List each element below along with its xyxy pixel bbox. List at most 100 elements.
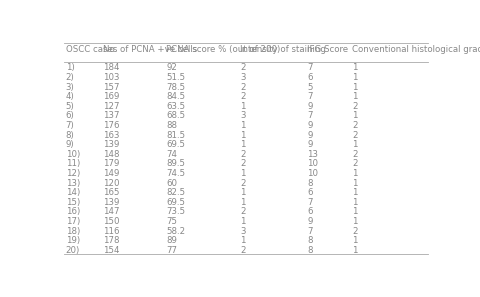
Text: 7: 7: [307, 63, 313, 72]
Text: 2: 2: [352, 131, 358, 140]
Text: 13): 13): [66, 178, 80, 188]
Text: 184: 184: [103, 63, 119, 72]
Text: 73.5: 73.5: [166, 207, 185, 217]
Text: 9: 9: [307, 140, 313, 149]
Text: 2): 2): [66, 73, 74, 82]
Text: 68.5: 68.5: [166, 111, 185, 120]
Text: 1: 1: [352, 92, 358, 101]
Text: 5: 5: [307, 83, 313, 91]
Text: 6): 6): [66, 111, 74, 120]
Text: 9: 9: [307, 131, 313, 140]
Text: 2: 2: [240, 83, 246, 91]
Text: 1: 1: [240, 188, 246, 197]
Text: OSCC cases: OSCC cases: [66, 45, 117, 54]
Text: 137: 137: [103, 111, 119, 120]
Text: 74.5: 74.5: [166, 169, 185, 178]
Text: 8: 8: [307, 178, 313, 188]
Text: 163: 163: [103, 131, 119, 140]
Text: 75: 75: [166, 217, 177, 226]
Text: 69.5: 69.5: [166, 140, 185, 149]
Text: 81.5: 81.5: [166, 131, 185, 140]
Text: 2: 2: [240, 150, 246, 159]
Text: 157: 157: [103, 83, 119, 91]
Text: 82.5: 82.5: [166, 188, 185, 197]
Text: 14): 14): [66, 188, 80, 197]
Text: 1: 1: [240, 131, 246, 140]
Text: 13: 13: [307, 150, 318, 159]
Text: 120: 120: [103, 178, 119, 188]
Text: 1: 1: [240, 217, 246, 226]
Text: 2: 2: [352, 102, 358, 111]
Text: 11): 11): [66, 159, 80, 168]
Text: 89.5: 89.5: [166, 159, 185, 168]
Text: 1: 1: [352, 246, 358, 255]
Text: 176: 176: [103, 121, 119, 130]
Text: 7: 7: [307, 111, 313, 120]
Text: 10): 10): [66, 150, 80, 159]
Text: 165: 165: [103, 188, 119, 197]
Text: 9): 9): [66, 140, 74, 149]
Text: 2: 2: [352, 150, 358, 159]
Text: 2: 2: [240, 159, 246, 168]
Text: 1: 1: [352, 188, 358, 197]
Text: 51.5: 51.5: [166, 73, 185, 82]
Text: 139: 139: [103, 140, 119, 149]
Text: Intensity of staining: Intensity of staining: [240, 45, 326, 54]
Text: 2: 2: [352, 227, 358, 236]
Text: 10: 10: [307, 159, 318, 168]
Text: 2: 2: [352, 159, 358, 168]
Text: 169: 169: [103, 92, 119, 101]
Text: 9: 9: [307, 102, 313, 111]
Text: 7: 7: [307, 92, 313, 101]
Text: 150: 150: [103, 217, 119, 226]
Text: 7: 7: [307, 198, 313, 207]
Text: 18): 18): [66, 227, 80, 236]
Text: 92: 92: [166, 63, 177, 72]
Text: 4): 4): [66, 92, 74, 101]
Text: 2: 2: [240, 178, 246, 188]
Text: 127: 127: [103, 102, 119, 111]
Text: 3: 3: [240, 111, 246, 120]
Text: 7: 7: [307, 227, 313, 236]
Text: 1): 1): [66, 63, 74, 72]
Text: 1: 1: [240, 102, 246, 111]
Text: 1: 1: [352, 207, 358, 217]
Text: 78.5: 78.5: [166, 83, 185, 91]
Text: 1: 1: [352, 83, 358, 91]
Text: 2: 2: [240, 92, 246, 101]
Text: 103: 103: [103, 73, 119, 82]
Text: 1: 1: [240, 121, 246, 130]
Text: 20): 20): [66, 246, 80, 255]
Text: 12): 12): [66, 169, 80, 178]
Text: 2: 2: [240, 207, 246, 217]
Text: 3: 3: [240, 227, 246, 236]
Text: 84.5: 84.5: [166, 92, 185, 101]
Text: No. of PCNA +ve cells: No. of PCNA +ve cells: [103, 45, 197, 54]
Text: 63.5: 63.5: [166, 102, 185, 111]
Text: 178: 178: [103, 236, 119, 245]
Text: 6: 6: [307, 207, 313, 217]
Text: 74: 74: [166, 150, 177, 159]
Text: 1: 1: [240, 140, 246, 149]
Text: 6: 6: [307, 188, 313, 197]
Text: 154: 154: [103, 246, 119, 255]
Text: 8: 8: [307, 236, 313, 245]
Text: 2: 2: [240, 63, 246, 72]
Text: 1: 1: [240, 169, 246, 178]
Text: 1: 1: [352, 73, 358, 82]
Text: 149: 149: [103, 169, 119, 178]
Text: 19): 19): [66, 236, 80, 245]
Text: 3): 3): [66, 83, 74, 91]
Text: 1: 1: [352, 111, 358, 120]
Text: 147: 147: [103, 207, 119, 217]
Text: 116: 116: [103, 227, 119, 236]
Text: 8): 8): [66, 131, 74, 140]
Text: Conventional histological grading: Conventional histological grading: [352, 45, 480, 54]
Text: 5): 5): [66, 102, 74, 111]
Text: 139: 139: [103, 198, 119, 207]
Text: 148: 148: [103, 150, 119, 159]
Text: 69.5: 69.5: [166, 198, 185, 207]
Text: IFG Score: IFG Score: [307, 45, 348, 54]
Text: 1: 1: [352, 169, 358, 178]
Text: 7): 7): [66, 121, 74, 130]
